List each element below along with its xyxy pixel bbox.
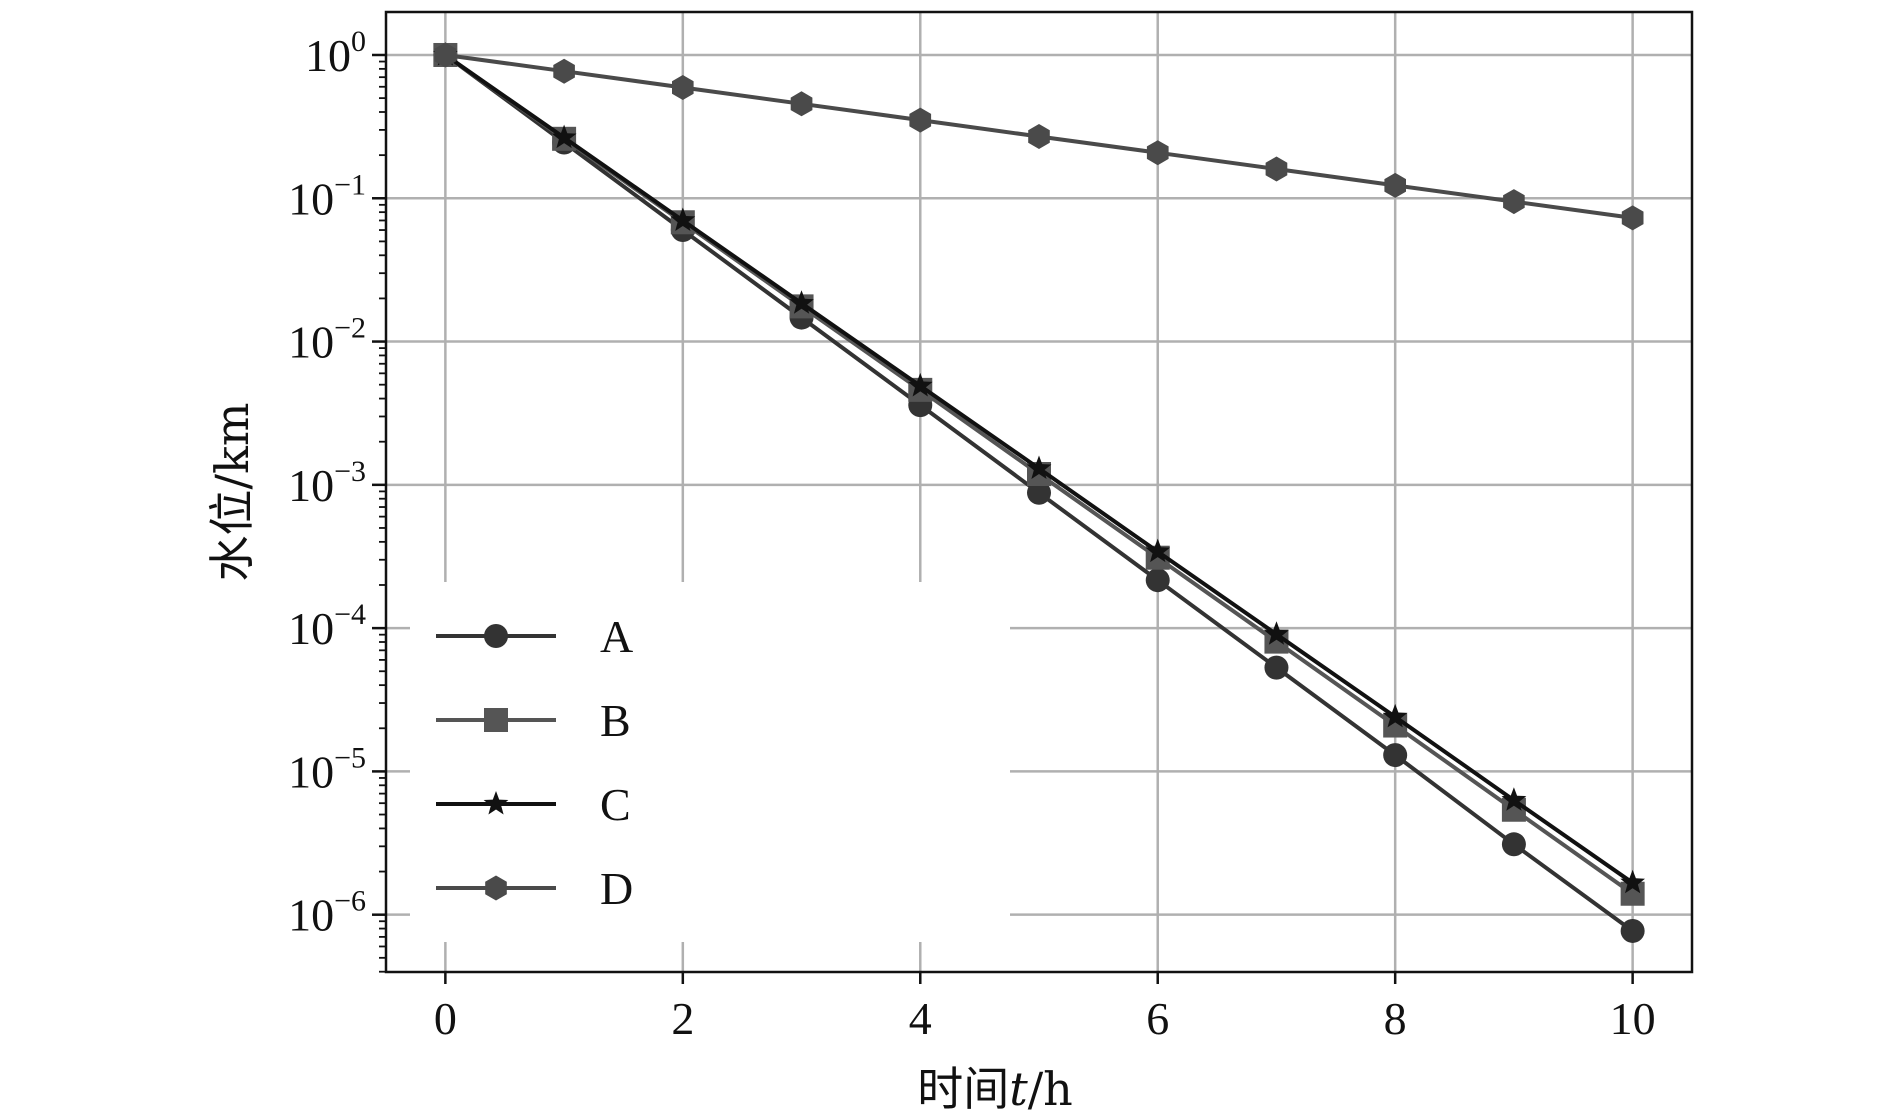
data-point-D [434,42,457,68]
x-axis-label: 时间t/h [917,1062,1073,1116]
data-point-C [551,124,577,149]
legend-swatch-marker [484,708,508,732]
data-point-A [1383,743,1408,768]
data-point-C [1026,455,1052,479]
y-tick-label: 100 [305,25,366,81]
data-point-C [670,207,696,231]
y-tick-exponent: −5 [334,741,366,774]
data-point-D [553,58,575,84]
y-tick-base: 10 [288,890,334,941]
x-tick-label: 4 [909,993,932,1044]
data-point-C [1145,538,1171,563]
x-axis-label-prefix: 时间 [917,1062,1009,1116]
series-D [434,42,1644,231]
x-tick-label: 8 [1384,993,1407,1044]
y-tick-label: 10−5 [288,741,366,797]
data-point-D [909,107,932,133]
data-point-D [1621,205,1644,231]
y-tick-base: 10 [288,317,334,368]
data-point-C [907,372,933,397]
x-tick-label: 0 [434,993,457,1044]
data-point-C [1382,703,1408,728]
y-tick-label: 10−1 [288,168,366,224]
legend-background [410,582,1010,942]
legend-item-B: B [436,695,631,746]
y-tick-base: 10 [288,173,334,224]
data-point-D [790,91,813,117]
y-tick-base: 10 [288,746,334,797]
y-tick-label: 10−6 [288,885,366,941]
x-tick-label: 2 [671,993,694,1044]
y-tick-base: 10 [288,460,334,511]
y-tick-base: 10 [305,30,351,81]
legend-label: B [600,695,631,746]
data-point-D [1384,172,1406,198]
y-tick-exponent: −1 [334,168,366,201]
y-tick-exponent: 0 [351,25,366,58]
legend-label: D [600,863,633,914]
legend-label: A [600,611,633,662]
y-tick-exponent: −2 [334,312,366,345]
y-tick-label: 10−4 [288,598,366,654]
legend-swatch-marker [483,791,509,815]
data-point-C [789,290,814,314]
data-point-A [1501,832,1526,857]
data-point-D [672,75,694,100]
y-tick-base: 10 [288,603,334,654]
data-point-A [1264,655,1289,680]
x-tick-label: 10 [1610,993,1656,1044]
legend-swatch-marker [485,875,507,901]
data-point-D [1028,124,1050,149]
y-tick-exponent: −3 [334,455,366,488]
data-point-A [1027,480,1051,505]
x-axis-label-var: t [1009,1062,1028,1116]
data-point-A [1620,918,1645,943]
data-point-C [1264,621,1289,645]
x-axis-label-suffix: /h [1028,1062,1073,1116]
data-point-C [1620,869,1645,894]
data-point-C [1501,787,1527,811]
series-layer [433,42,1645,943]
legend-item-A: A [436,611,633,662]
data-point-A [1145,568,1170,593]
y-tick-exponent: −4 [334,598,366,631]
x-tick-label: 6 [1146,993,1169,1044]
data-point-D [1146,140,1169,166]
y-axis-label: 水位/km [205,403,259,582]
legend-item-C: C [436,779,631,830]
y-tick-label: 10−2 [288,312,366,368]
y-tick-exponent: −6 [334,885,366,918]
legend-swatch-marker [484,624,508,648]
legend-label: C [600,779,631,830]
legend-item-D: D [436,863,633,914]
data-point-D [1503,189,1525,215]
y-tick-label: 10−3 [288,455,366,511]
data-point-D [1265,156,1288,182]
